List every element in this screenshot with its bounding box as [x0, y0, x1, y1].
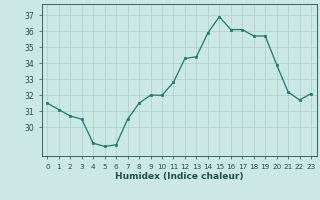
- X-axis label: Humidex (Indice chaleur): Humidex (Indice chaleur): [115, 172, 244, 181]
